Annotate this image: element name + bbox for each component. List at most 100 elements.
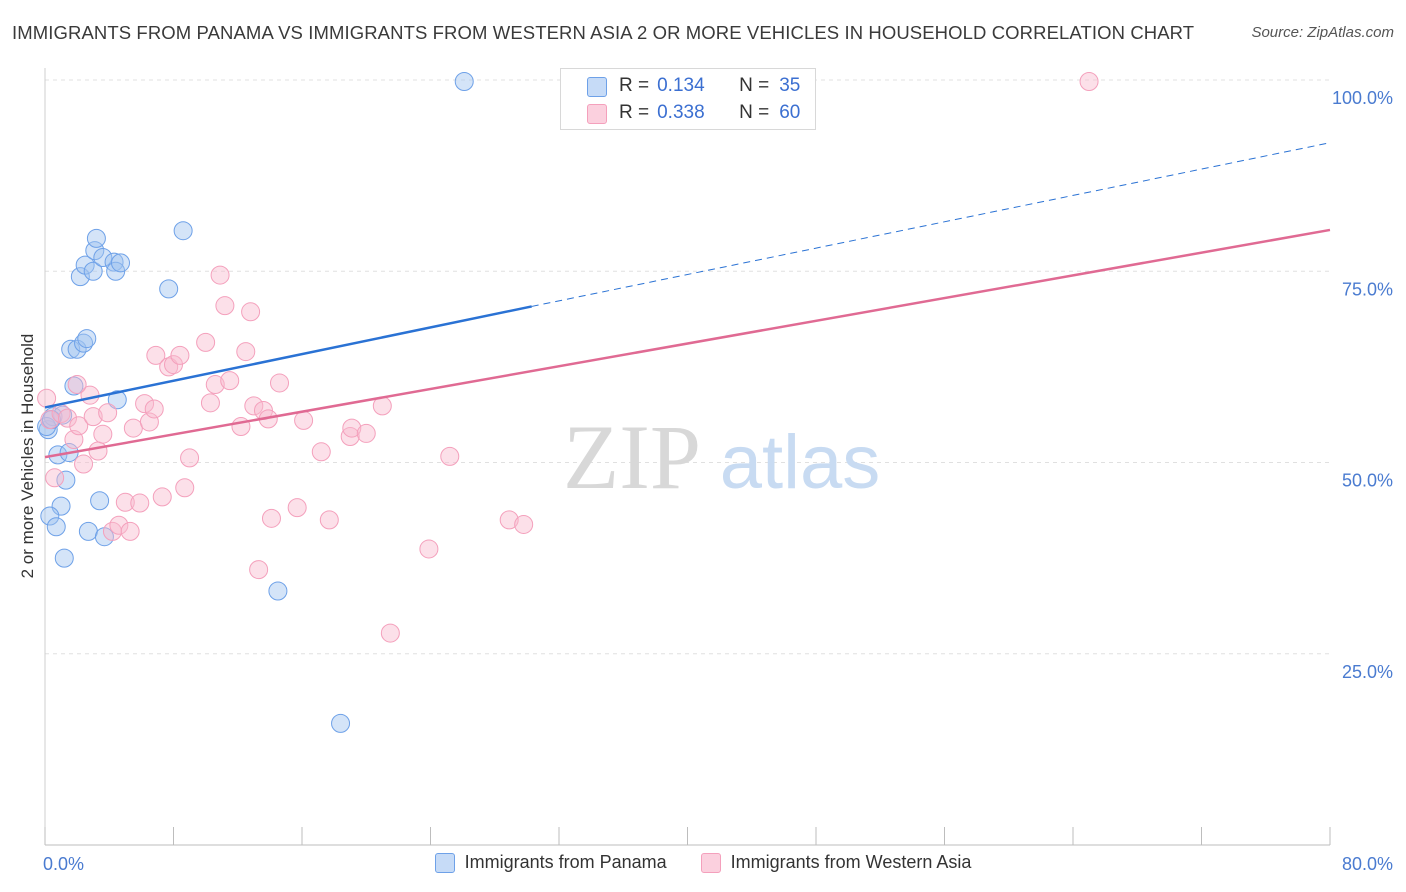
legend-n-value-western-asia: 60 [779, 102, 801, 123]
point-western-asia [356, 423, 376, 443]
point-western-asia [130, 493, 150, 513]
point-western-asia [146, 345, 166, 365]
legend-label-panama: Immigrants from Panama [464, 852, 667, 872]
point-western-asia [180, 448, 200, 468]
point-western-asia [440, 446, 460, 466]
y-tick-label: 100.0% [1332, 88, 1393, 108]
point-panama [173, 221, 193, 241]
point-panama [56, 470, 76, 490]
point-western-asia [287, 498, 307, 518]
legend-r-label: R = [619, 102, 650, 123]
point-western-asia [123, 418, 143, 438]
point-western-asia [170, 345, 190, 365]
point-panama [110, 253, 130, 273]
chart-title: IMMIGRANTS FROM PANAMA VS IMMIGRANTS FRO… [12, 22, 1195, 43]
legend-n-label: N = [739, 102, 770, 123]
tick-labels: 25.0% 50.0% 75.0% 100.0% 0.0% 80.0% [43, 88, 1393, 874]
legend-swatch-panama [434, 852, 455, 873]
point-western-asia [249, 560, 269, 580]
point-western-asia [499, 510, 519, 530]
point-western-asia [220, 371, 240, 391]
point-western-asia [57, 408, 77, 428]
point-panama [454, 72, 474, 92]
legend-r-value-western-asia: 0.338 [657, 102, 705, 123]
legend-swatch-western-asia [700, 852, 721, 873]
point-panama [46, 517, 66, 537]
point-western-asia [152, 487, 172, 507]
point-western-asia [98, 403, 118, 423]
legend-r-label: R = [619, 75, 650, 96]
point-panama [61, 339, 81, 359]
point-western-asia [294, 410, 314, 430]
y-tick-label: 50.0% [1342, 471, 1393, 491]
legend-n-label: N = [739, 75, 770, 96]
data-points [37, 71, 1099, 733]
point-western-asia [319, 510, 339, 530]
point-western-asia [159, 357, 179, 377]
trend-lines [44, 142, 1331, 459]
point-panama [90, 491, 110, 511]
point-panama [268, 581, 288, 601]
point-western-asia [83, 407, 103, 427]
point-western-asia [261, 508, 281, 528]
point-panama [64, 376, 84, 396]
x-tick-label: 80.0% [1342, 854, 1393, 874]
legend-item-panama: Immigrants from Panama [434, 852, 667, 873]
point-western-asia [74, 454, 94, 474]
trend-line-panama-extension [531, 142, 1331, 307]
watermark: ZIP atlas [563, 406, 880, 508]
point-western-asia [270, 373, 290, 393]
point-western-asia [342, 418, 362, 438]
point-western-asia [67, 374, 87, 394]
y-tick-label: 25.0% [1342, 662, 1393, 682]
x-tick-label: 0.0% [43, 854, 84, 874]
point-panama [159, 279, 179, 299]
point-western-asia [236, 342, 256, 362]
legend-item-western-asia: Immigrants from Western Asia [700, 852, 971, 873]
point-panama [107, 390, 127, 410]
point-western-asia [115, 492, 135, 512]
point-western-asia [205, 374, 225, 394]
point-panama [331, 713, 351, 733]
trend-line-panama [44, 305, 532, 409]
legend-r-value-panama: 0.134 [657, 75, 705, 96]
series-legend: Immigrants from Panama Immigrants from W… [0, 852, 1406, 873]
point-western-asia [514, 514, 534, 534]
point-western-asia [244, 396, 264, 416]
point-western-asia [45, 468, 65, 488]
point-western-asia [109, 515, 129, 535]
y-axis-label: 2 or more Vehicles in Household [18, 333, 37, 579]
point-western-asia [200, 393, 220, 413]
point-panama [93, 247, 113, 267]
correlation-legend: R = 0.134 N = 35 R = 0.338 N = 60 [560, 68, 816, 130]
point-western-asia [1079, 72, 1099, 92]
point-panama [78, 521, 98, 541]
watermark-zip: ZIP [563, 406, 701, 508]
point-panama [54, 548, 74, 568]
point-western-asia [93, 424, 113, 444]
point-panama [83, 261, 103, 281]
point-western-asia [215, 296, 235, 316]
point-western-asia [175, 478, 195, 498]
point-panama [77, 329, 97, 349]
watermark-atlas: atlas [720, 420, 881, 505]
point-panama [70, 267, 90, 287]
point-western-asia [380, 623, 400, 643]
point-western-asia [210, 265, 230, 285]
point-western-asia [120, 521, 140, 541]
point-western-asia [144, 399, 164, 419]
point-panama [86, 228, 106, 248]
point-panama [85, 241, 105, 261]
point-western-asia [69, 416, 89, 436]
point-western-asia [196, 332, 216, 352]
source-label: Source: ZipAtlas.com [1251, 24, 1394, 41]
legend-n-value-panama: 35 [779, 75, 801, 96]
point-western-asia [135, 394, 155, 414]
trend-line-western-asia [44, 228, 1331, 459]
point-western-asia [241, 302, 261, 322]
legend-swatch-western-asia [587, 104, 607, 124]
point-western-asia [311, 442, 331, 462]
point-western-asia [164, 355, 183, 375]
point-western-asia [419, 539, 439, 559]
